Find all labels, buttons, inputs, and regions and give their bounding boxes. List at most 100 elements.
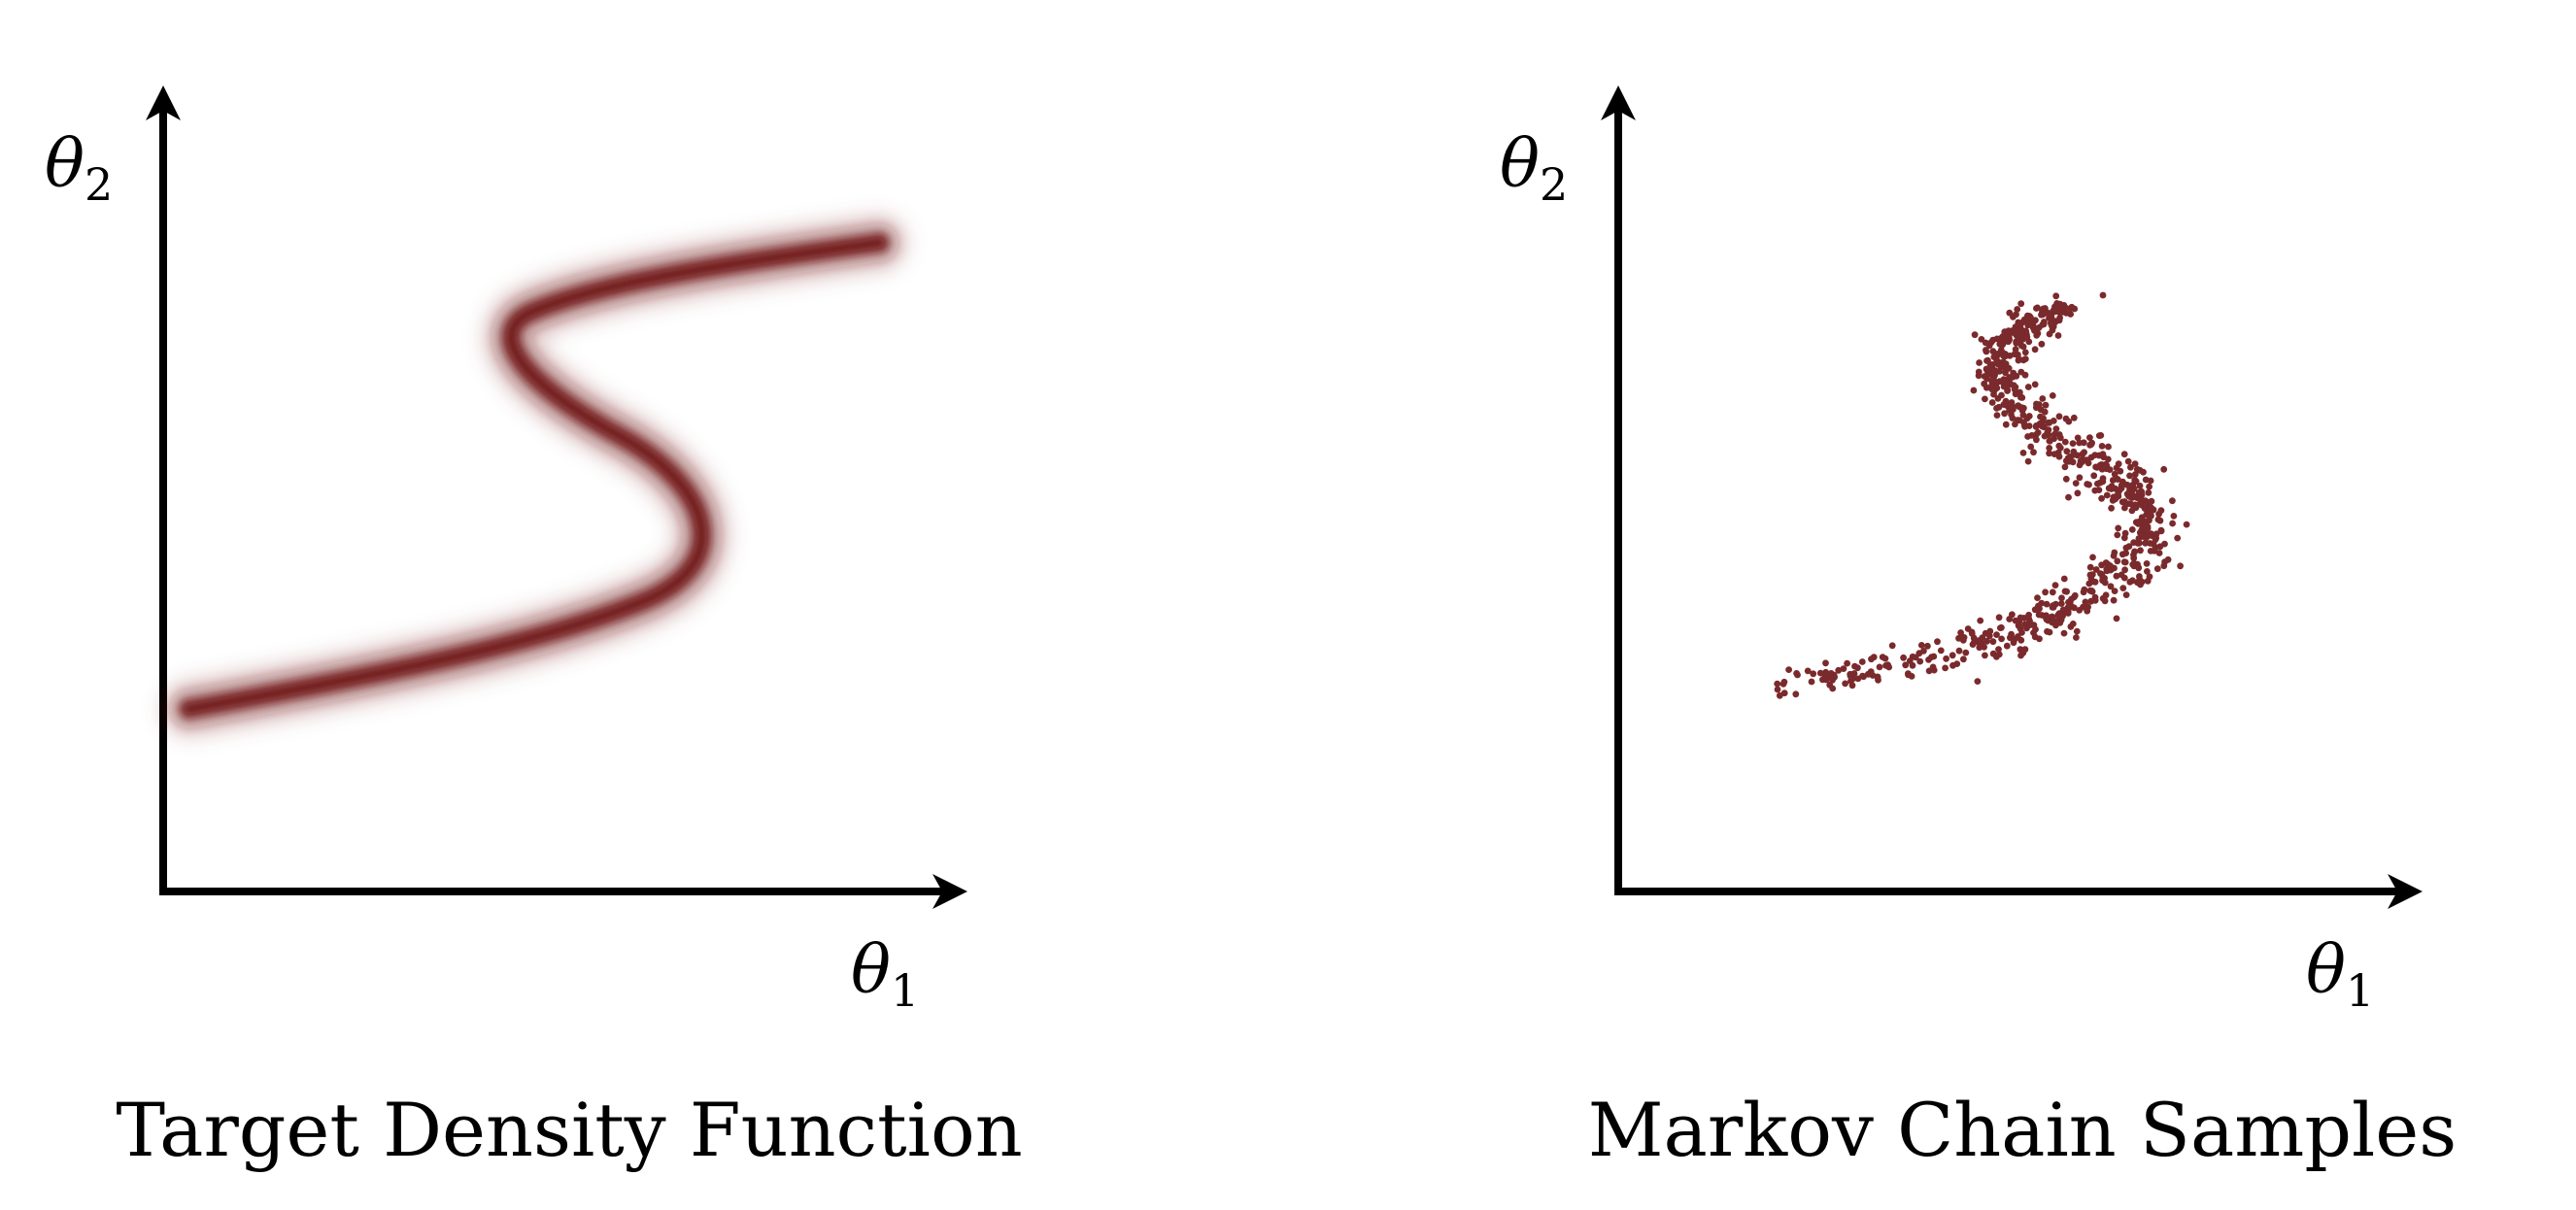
sample-point bbox=[2038, 340, 2046, 348]
sample-point bbox=[1993, 412, 2001, 419]
sample-point bbox=[2097, 432, 2105, 439]
sample-point bbox=[2049, 392, 2056, 399]
sample-point bbox=[2014, 306, 2021, 313]
sample-point bbox=[2122, 591, 2130, 598]
sample-point bbox=[2000, 401, 2008, 408]
sample-point bbox=[2000, 376, 2008, 384]
sample-point bbox=[2132, 504, 2140, 512]
sample-point bbox=[2114, 557, 2121, 565]
sample-point bbox=[1991, 372, 1998, 379]
sample-point bbox=[1976, 639, 1983, 646]
sample-point bbox=[1999, 333, 2007, 340]
sample-point bbox=[1822, 659, 1829, 667]
sample-point bbox=[2041, 432, 2049, 440]
sample-point bbox=[1962, 649, 1970, 656]
sample-point bbox=[2056, 434, 2064, 442]
sample-point bbox=[2016, 321, 2023, 329]
sample-point bbox=[1916, 657, 1924, 665]
sample-point bbox=[2060, 575, 2068, 583]
sample-point bbox=[2035, 401, 2043, 408]
sample-point bbox=[2010, 369, 2017, 377]
sample-point bbox=[2017, 337, 2023, 344]
sample-point bbox=[2135, 535, 2143, 542]
sample-point bbox=[2009, 415, 2017, 421]
sample-point bbox=[2051, 308, 2058, 316]
sample-point bbox=[1995, 403, 2003, 411]
sample-point bbox=[2127, 463, 2134, 471]
density-axes bbox=[146, 85, 967, 909]
sample-point bbox=[2076, 607, 2084, 614]
sample-point bbox=[2006, 374, 2013, 381]
sample-point bbox=[2076, 474, 2084, 482]
sample-point bbox=[1822, 668, 1830, 676]
sample-point bbox=[2070, 414, 2078, 421]
sample-point bbox=[2023, 415, 2031, 422]
sample-point bbox=[1955, 647, 1963, 655]
sample-point bbox=[2145, 488, 2152, 496]
sample-point bbox=[1842, 680, 1848, 688]
sample-point bbox=[2071, 591, 2079, 599]
sample-point bbox=[2115, 460, 2122, 468]
sample-point bbox=[2086, 587, 2094, 594]
sample-point bbox=[2025, 338, 2033, 346]
sample-point bbox=[2011, 351, 2018, 358]
samples-x-axis-label: θ1 bbox=[2306, 932, 2374, 1017]
sample-point bbox=[2112, 495, 2119, 503]
sample-point bbox=[2009, 611, 2016, 619]
sample-point bbox=[1957, 629, 1964, 636]
sample-point bbox=[1974, 678, 1982, 685]
sample-point bbox=[2085, 603, 2092, 611]
sample-point bbox=[1982, 395, 1988, 403]
sample-point bbox=[2024, 384, 2032, 390]
sample-point bbox=[2049, 614, 2056, 622]
sample-point bbox=[2120, 451, 2128, 458]
sample-point bbox=[2119, 585, 2127, 591]
sample-point bbox=[2037, 406, 2045, 414]
sample-point bbox=[1985, 632, 1993, 640]
sample-point bbox=[2103, 491, 2111, 499]
sample-point bbox=[2117, 467, 2124, 475]
sample-point bbox=[2131, 476, 2139, 484]
sample-point bbox=[2040, 307, 2048, 315]
sample-point bbox=[2118, 571, 2125, 579]
sample-point bbox=[2089, 554, 2096, 561]
sample-point bbox=[2152, 544, 2159, 552]
sample-point bbox=[2090, 472, 2098, 480]
sample-point bbox=[2042, 401, 2050, 409]
sample-point bbox=[2136, 529, 2144, 536]
sample-point bbox=[2058, 594, 2065, 602]
sample-point bbox=[2015, 622, 2022, 629]
sample-point bbox=[2046, 628, 2053, 636]
sample-point bbox=[2054, 332, 2062, 339]
sample-point bbox=[2056, 314, 2064, 321]
sample-point bbox=[2136, 576, 2144, 584]
sample-point bbox=[2111, 588, 2118, 594]
density-layer bbox=[185, 238, 884, 714]
sample-point bbox=[2005, 364, 2013, 372]
sample-point bbox=[2031, 633, 2039, 641]
sample-point bbox=[2074, 489, 2082, 497]
sample-point bbox=[1999, 360, 2007, 367]
sample-point bbox=[2081, 449, 2088, 456]
sample-point bbox=[1934, 638, 1941, 646]
sample-point bbox=[2161, 558, 2169, 566]
sample-point bbox=[1976, 359, 1983, 366]
sample-point bbox=[2073, 627, 2081, 635]
density-x-symbol: θ bbox=[851, 932, 891, 1009]
sample-point bbox=[2121, 566, 2129, 574]
sample-point bbox=[2096, 461, 2104, 469]
sample-point bbox=[2098, 443, 2106, 450]
sample-point bbox=[1909, 661, 1916, 669]
density-y-axis-label: θ2 bbox=[45, 126, 113, 211]
sample-point bbox=[1977, 617, 1984, 624]
sample-point bbox=[2103, 462, 2111, 469]
sample-point bbox=[2010, 639, 2017, 647]
sample-point bbox=[2120, 534, 2128, 542]
sample-point bbox=[2021, 422, 2029, 430]
sample-point bbox=[1989, 336, 1997, 344]
sample-point bbox=[1990, 390, 1997, 398]
sample-point bbox=[2052, 425, 2060, 432]
sample-point bbox=[1994, 395, 2002, 402]
sample-point bbox=[1937, 647, 1945, 655]
sample-point bbox=[1794, 671, 1801, 679]
